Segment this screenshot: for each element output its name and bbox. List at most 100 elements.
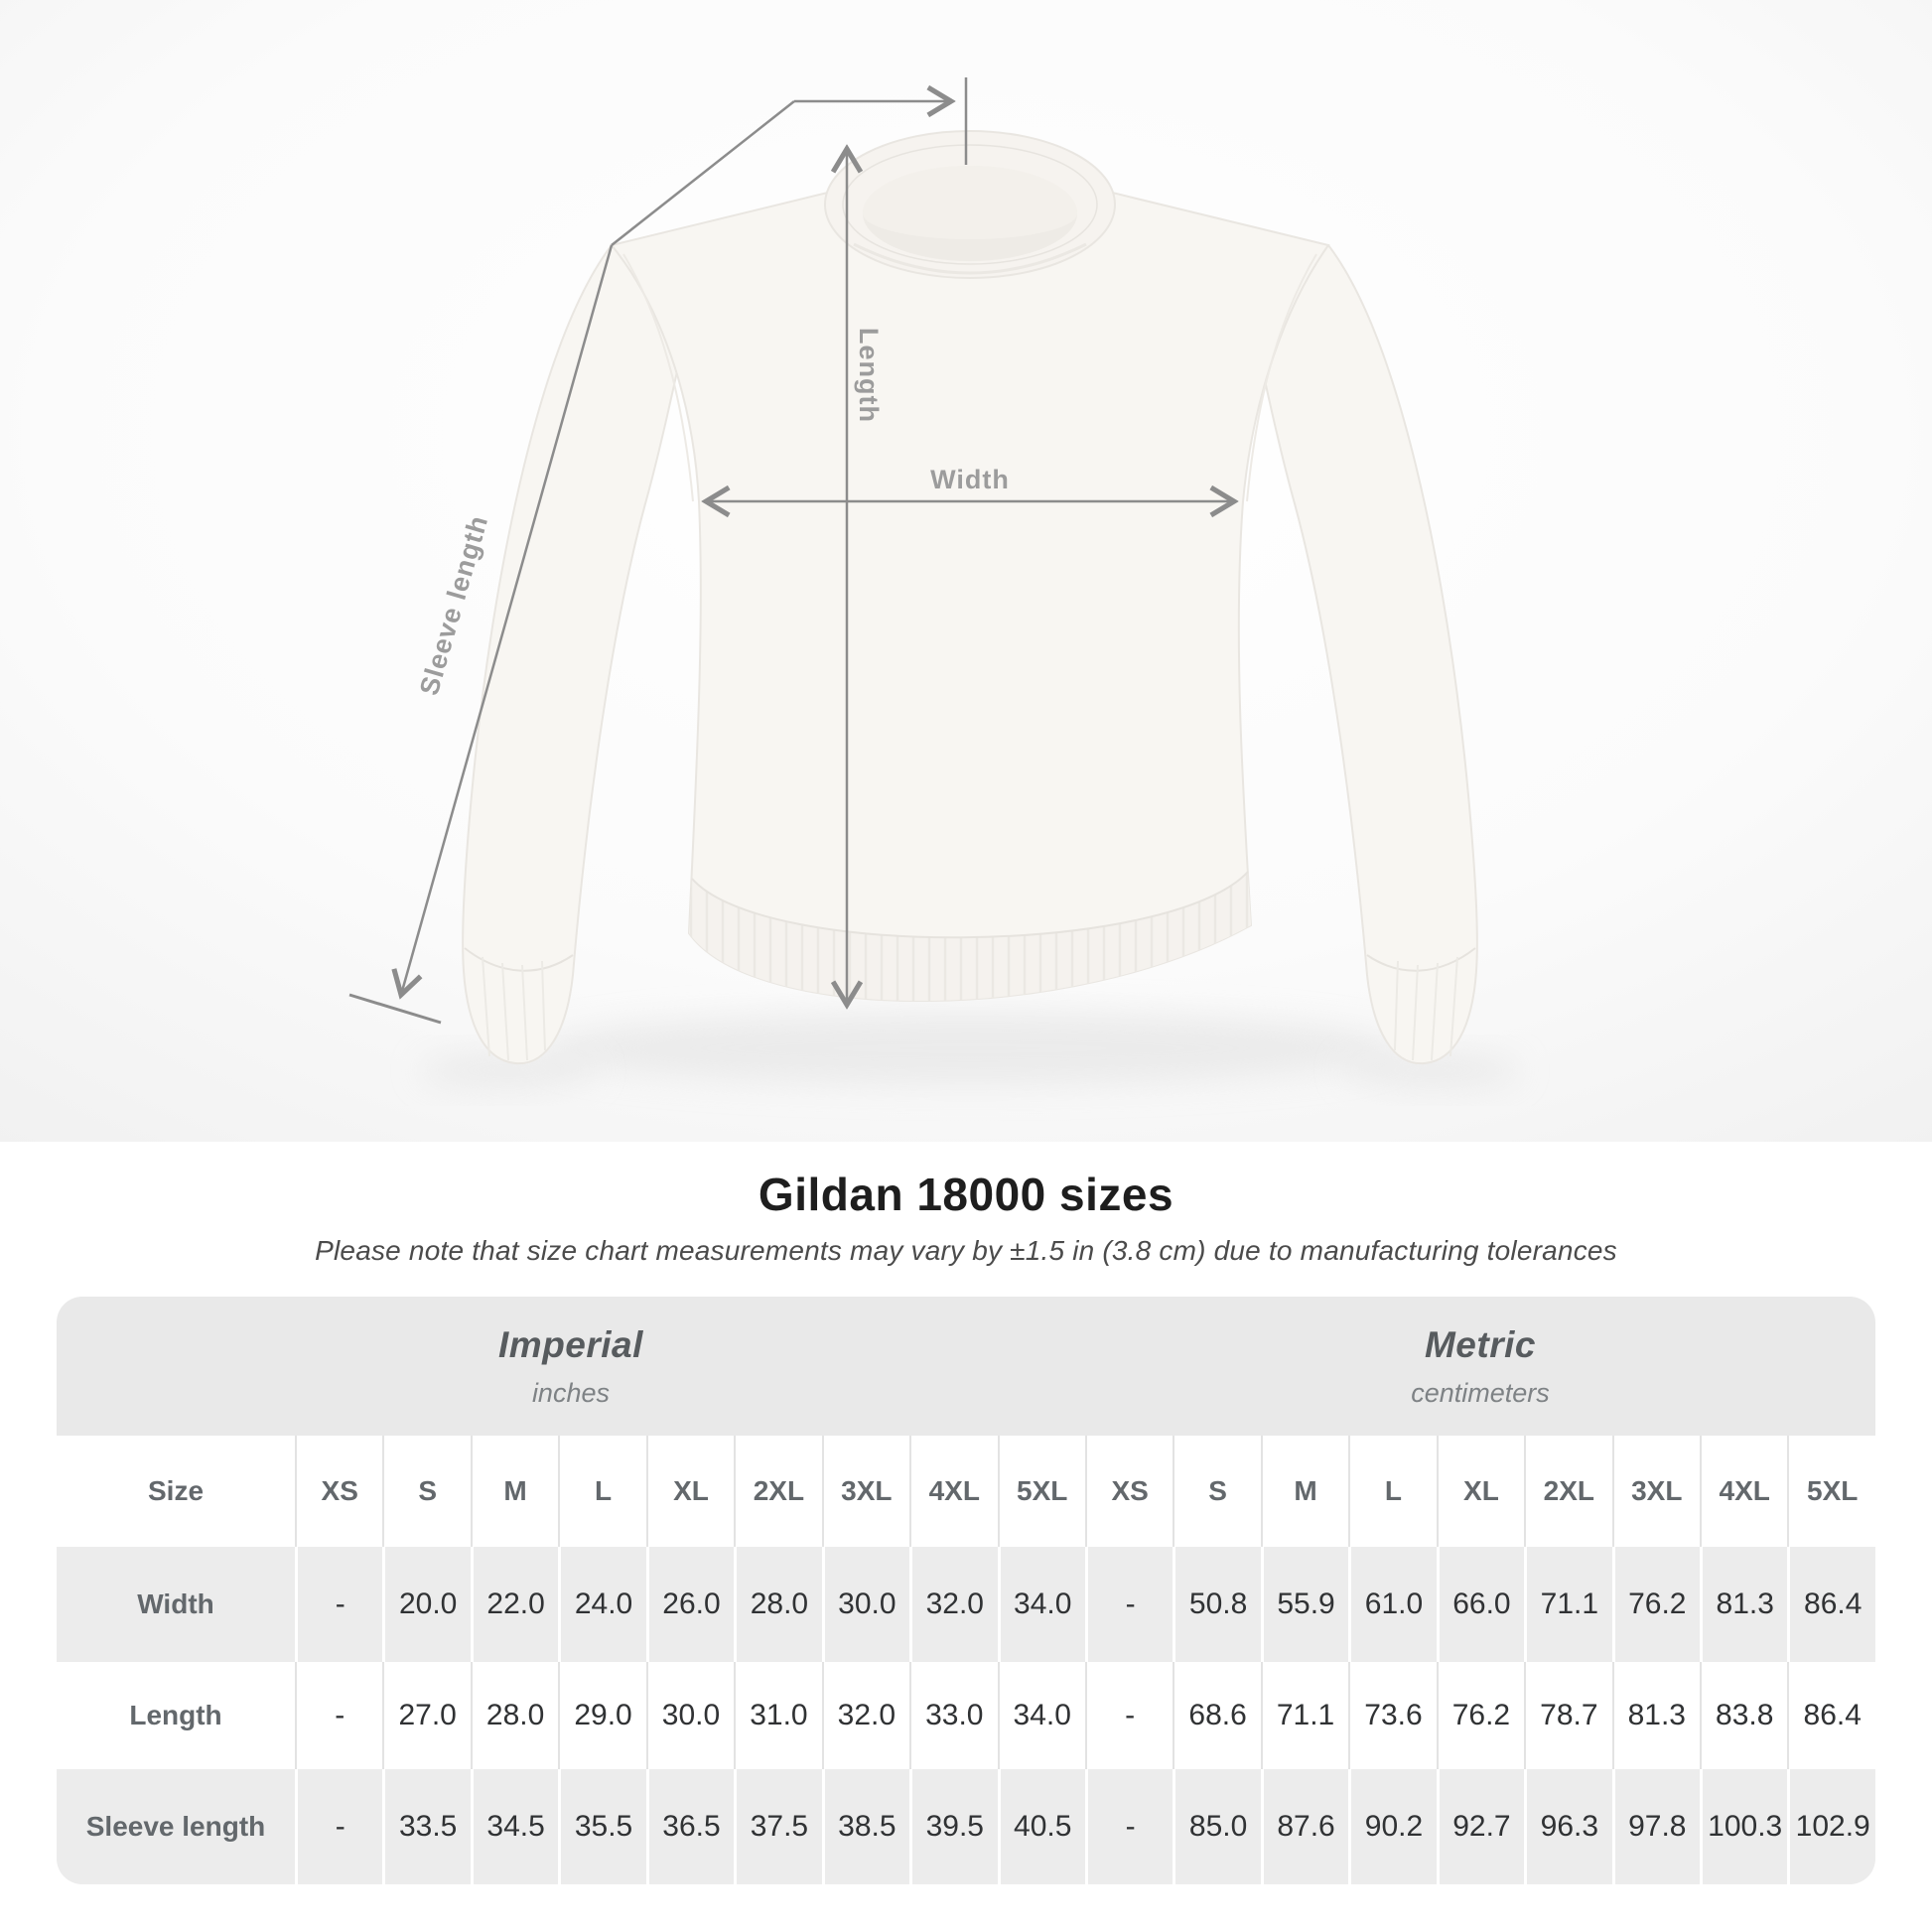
size-col-header: XL — [645, 1436, 735, 1547]
hem-seam — [691, 871, 1249, 939]
size-value-cell: 36.5 — [645, 1769, 735, 1884]
size-value-cell: 31.0 — [734, 1662, 822, 1769]
size-value-cell: 50.8 — [1173, 1547, 1261, 1662]
size-value-cell: 90.2 — [1348, 1769, 1437, 1884]
size-value-cell: 76.2 — [1611, 1547, 1700, 1662]
body-panel — [610, 163, 1330, 1002]
size-value-cell: 34.0 — [997, 1547, 1085, 1662]
size-value-cell: 34.5 — [470, 1769, 559, 1884]
size-col-header: L — [558, 1436, 646, 1547]
tolerance-note: Please note that size chart measurements… — [315, 1235, 1617, 1266]
row-label: Sleeve length — [57, 1769, 295, 1884]
size-value-cell: 22.0 — [470, 1547, 559, 1662]
size-col-header: 3XL — [1611, 1436, 1700, 1547]
right-cuff-ribbing — [1394, 956, 1458, 1061]
size-col-header: 4XL — [1700, 1436, 1788, 1547]
size-value-cell: 66.0 — [1436, 1547, 1525, 1662]
size-value-cell: 30.0 — [645, 1662, 735, 1769]
measurement-annotations — [348, 77, 1234, 1025]
size-value-cell: 26.0 — [645, 1547, 735, 1662]
sleeve-end-stop-tick — [348, 993, 442, 1025]
metric-label: Metric — [1424, 1323, 1536, 1365]
size-col-header: 2XL — [734, 1436, 822, 1547]
size-value-cell: 81.3 — [1611, 1662, 1700, 1769]
size-value-cell: 28.0 — [734, 1547, 822, 1662]
size-value-cell: 61.0 — [1348, 1547, 1437, 1662]
size-value-cell: 24.0 — [558, 1547, 646, 1662]
sleeve-length-arrow — [401, 244, 614, 995]
unit-group-metric: Metric centimeters — [1084, 1297, 1875, 1436]
size-value-cell: 87.6 — [1260, 1769, 1349, 1884]
left-cuff-seam — [464, 947, 574, 972]
row-label: Width — [57, 1547, 295, 1662]
imperial-label: Imperial — [498, 1323, 643, 1365]
right-cuff-seam — [1366, 947, 1476, 972]
length-label: Length — [854, 328, 884, 423]
size-value-cell: - — [1084, 1547, 1173, 1662]
size-value-cell: 76.2 — [1436, 1662, 1525, 1769]
width-label: Width — [930, 465, 1010, 494]
size-value-cell: 32.0 — [909, 1547, 998, 1662]
size-col-header: L — [1348, 1436, 1437, 1547]
size-value-cell: 78.7 — [1524, 1662, 1612, 1769]
size-value-cell: 27.0 — [382, 1662, 471, 1769]
page-title: Gildan 18000 sizes — [758, 1169, 1174, 1220]
size-value-cell: 81.3 — [1700, 1547, 1788, 1662]
imperial-sublabel: inches — [531, 1377, 610, 1408]
size-value-cell: 35.5 — [558, 1769, 646, 1884]
size-value-cell: - — [1084, 1662, 1173, 1769]
product-photo: Length Width Sleeve length — [0, 0, 1932, 1142]
size-value-cell: 73.6 — [1348, 1662, 1437, 1769]
table-row-length: Length - 27.0 28.0 29.0 30.0 31.0 32.0 3… — [57, 1662, 1875, 1769]
table-row-sleeve-length: Sleeve length - 33.5 34.5 35.5 36.5 37.5… — [57, 1769, 1875, 1884]
size-value-cell: 92.7 — [1436, 1769, 1525, 1884]
size-value-cell: 71.1 — [1524, 1547, 1612, 1662]
size-value-cell: 40.5 — [997, 1769, 1085, 1884]
hem-ribbing — [689, 872, 1251, 1002]
title-block: Gildan 18000 sizes Please note that size… — [0, 1168, 1932, 1267]
size-value-cell: 102.9 — [1787, 1769, 1875, 1884]
left-cuff-ribbing — [482, 956, 546, 1061]
sweatshirt-graphic — [419, 130, 1521, 1088]
size-value-cell: 71.1 — [1260, 1662, 1349, 1769]
garment-shadow — [543, 1011, 1397, 1086]
size-col-header: S — [382, 1436, 471, 1547]
size-value-cell: - — [1084, 1769, 1173, 1884]
size-value-cell: 96.3 — [1524, 1769, 1612, 1884]
size-value-cell: 68.6 — [1173, 1662, 1261, 1769]
size-value-cell: - — [295, 1769, 383, 1884]
metric-sublabel: centimeters — [1411, 1377, 1550, 1408]
size-value-cell: 85.0 — [1173, 1769, 1261, 1884]
size-col-header: XS — [1084, 1436, 1173, 1547]
left-cuff-shadow — [419, 1052, 598, 1088]
size-value-cell: - — [295, 1547, 383, 1662]
right-sleeve — [1243, 243, 1478, 1065]
unit-group-row: Imperial inches Metric centimeters — [57, 1297, 1875, 1436]
sweatshirt-size-diagram: Length Width Sleeve length — [0, 0, 1932, 1142]
size-value-cell: 38.5 — [821, 1769, 910, 1884]
size-col-header: M — [470, 1436, 559, 1547]
size-col-header: XL — [1436, 1436, 1525, 1547]
size-value-cell: - — [295, 1662, 383, 1769]
table-row-width: Width - 20.0 22.0 24.0 26.0 28.0 30.0 32… — [57, 1547, 1875, 1662]
right-cuff-shadow — [1342, 1052, 1521, 1088]
collar-bottom-shading — [853, 242, 1087, 275]
size-col-header: 5XL — [1787, 1436, 1875, 1547]
size-value-cell: 39.5 — [909, 1769, 998, 1884]
size-value-cell: 97.8 — [1611, 1769, 1700, 1884]
size-col-header: 3XL — [821, 1436, 910, 1547]
size-header: Size — [57, 1436, 295, 1547]
size-col-header: S — [1173, 1436, 1261, 1547]
size-col-header: XS — [295, 1436, 383, 1547]
size-value-cell: 83.8 — [1700, 1662, 1788, 1769]
size-value-cell: 86.4 — [1787, 1662, 1875, 1769]
collar-inside-back — [863, 166, 1077, 239]
size-chart-table: Imperial inches Metric centimeters Size … — [57, 1297, 1875, 1884]
size-value-cell: 37.5 — [734, 1769, 822, 1884]
size-value-cell: 30.0 — [821, 1547, 910, 1662]
size-col-header: 4XL — [909, 1436, 998, 1547]
size-value-cell: 32.0 — [821, 1662, 910, 1769]
size-value-cell: 86.4 — [1787, 1547, 1875, 1662]
size-value-cell: 28.0 — [470, 1662, 559, 1769]
size-value-cell: 34.0 — [997, 1662, 1085, 1769]
